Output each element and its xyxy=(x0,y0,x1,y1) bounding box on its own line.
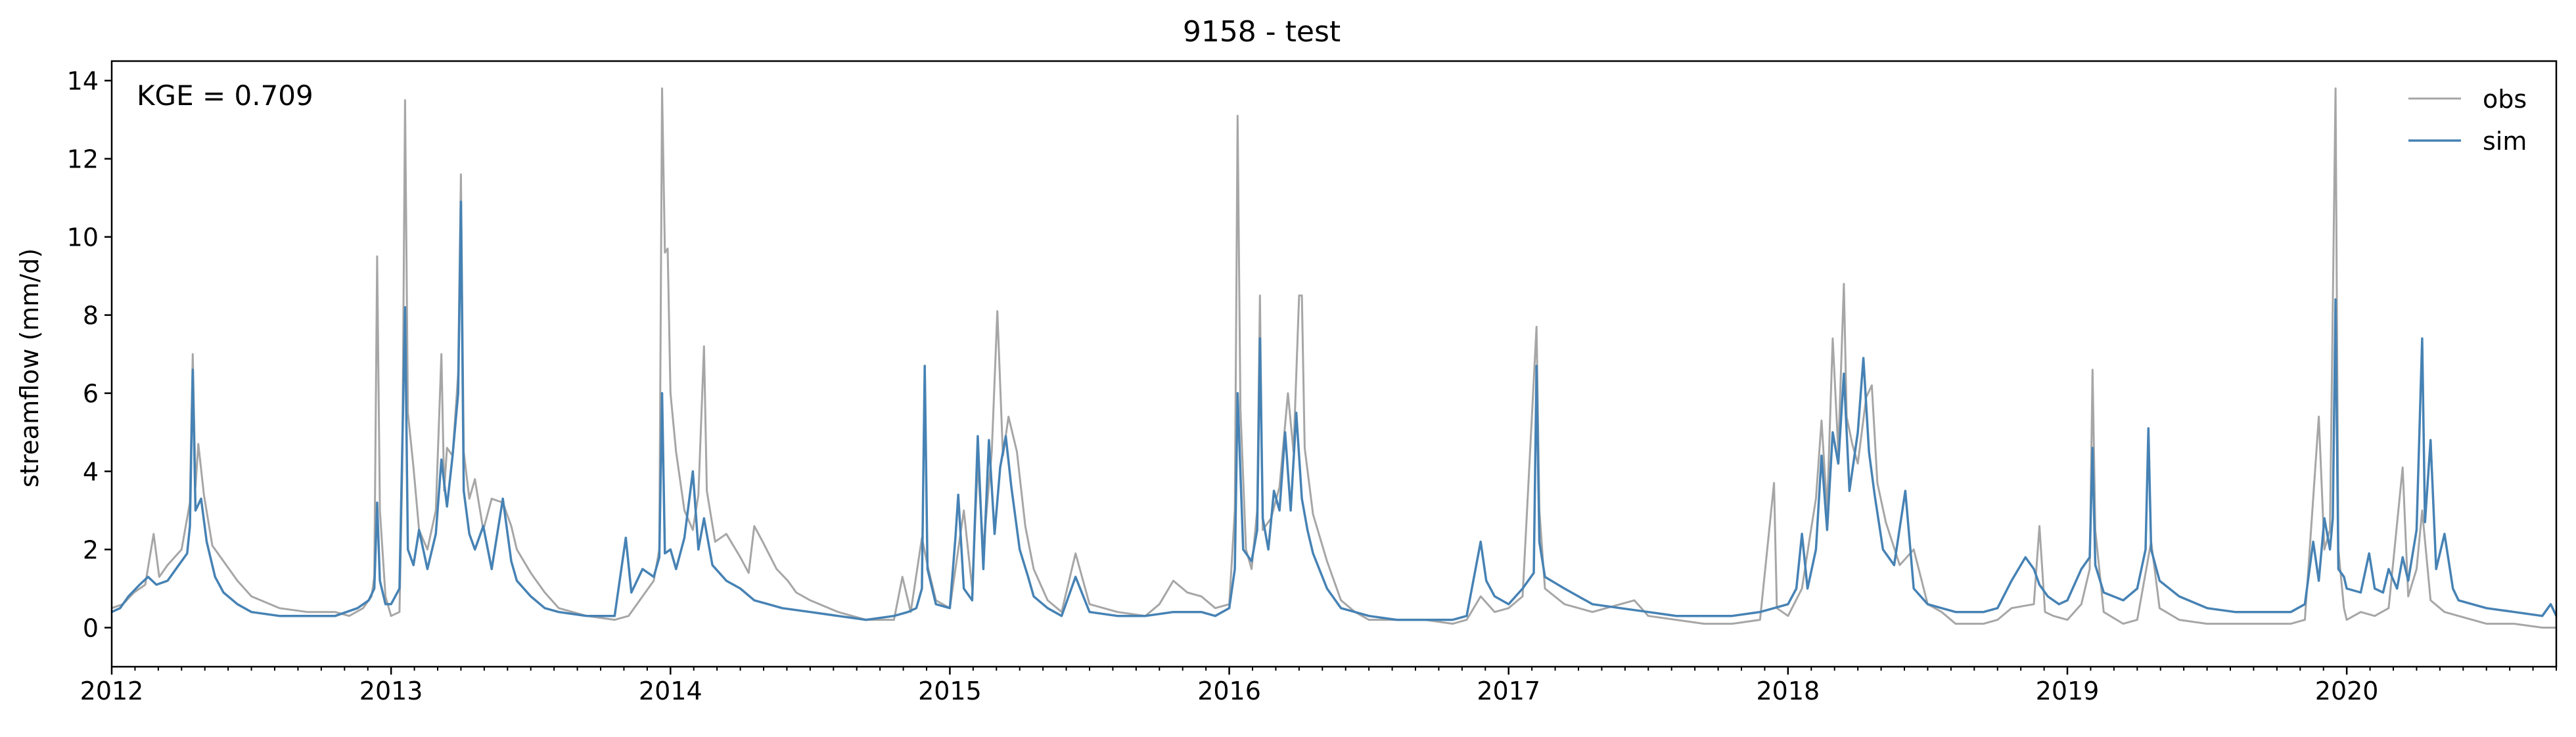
x-axis: 2012 2013 2014 2015 2016 2017 2018 2019 2020 xyxy=(80,667,2557,705)
y-axis-label: streamflow (mm/d) xyxy=(15,248,44,487)
x-tick-label: 2012 xyxy=(80,677,144,705)
y-tick-label: 14 xyxy=(67,67,99,96)
y-tick-label: 6 xyxy=(83,380,99,409)
legend-label-obs: obs xyxy=(2483,85,2527,114)
y-tick-label: 2 xyxy=(83,536,99,565)
legend-label-sim: sim xyxy=(2483,127,2527,156)
y-tick-label: 0 xyxy=(83,614,99,643)
x-tick-label: 2013 xyxy=(359,677,423,705)
plot-frame xyxy=(110,60,2558,668)
y-tick-label: 4 xyxy=(83,458,99,487)
series-line-sim xyxy=(111,200,2558,621)
legend: obs sim xyxy=(2408,85,2527,156)
x-tick-label: 2017 xyxy=(1477,677,1540,705)
y-tick-label: 8 xyxy=(83,302,99,330)
x-tick-label: 2019 xyxy=(2036,677,2100,705)
x-tick-label: 2018 xyxy=(1756,677,1820,705)
x-tick-label: 2016 xyxy=(1197,677,1261,705)
y-tick-label: 10 xyxy=(67,223,99,252)
y-tick-label: 12 xyxy=(67,145,99,174)
x-tick-label: 2020 xyxy=(2315,677,2379,705)
series-line-obs xyxy=(111,87,2556,629)
x-tick-label: 2014 xyxy=(639,677,702,705)
y-axis: 0 2 4 6 8 10 12 14 xyxy=(67,67,112,643)
x-tick-label: 2015 xyxy=(918,677,982,705)
chart-title: 9158 - test xyxy=(1183,15,1341,49)
series-layer xyxy=(111,87,2558,629)
kge-annotation: KGE = 0.709 xyxy=(137,79,313,112)
